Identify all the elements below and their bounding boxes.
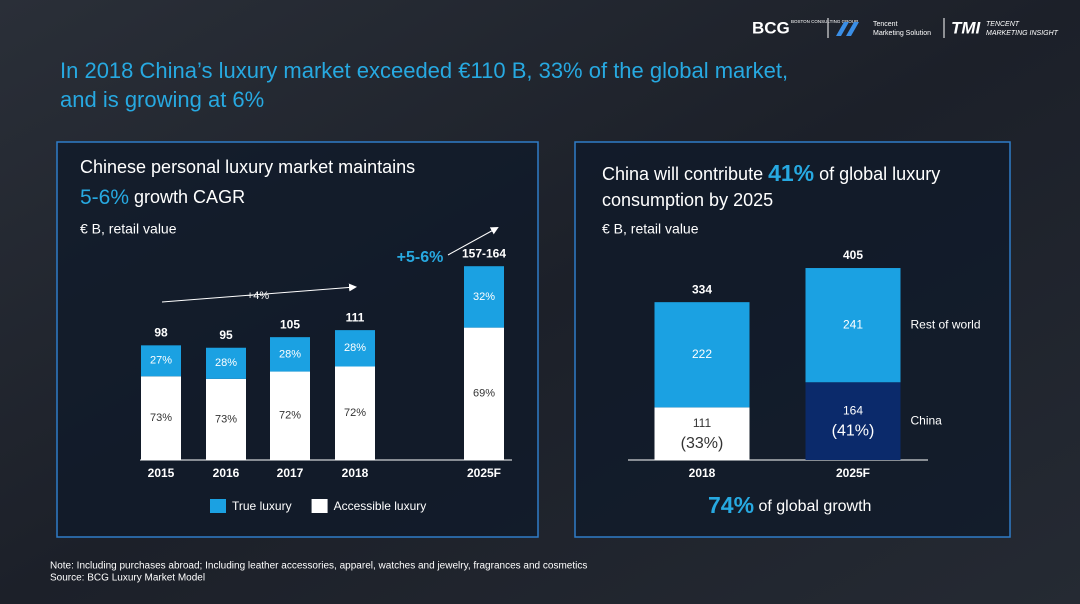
logo-tencent-icon [836, 22, 859, 36]
total-label: 157-164 [462, 246, 506, 260]
bar-segment [141, 345, 181, 377]
x-tick-label: 2025F [467, 466, 501, 480]
bar-segment [464, 266, 504, 328]
total-label: 95 [219, 328, 233, 342]
legend-swatch [210, 499, 226, 513]
value-label: 72% [344, 407, 366, 419]
bar-segment [141, 376, 181, 460]
highlight: 5-6% [80, 186, 129, 209]
x-tick-label: 2016 [213, 466, 240, 480]
series-label: Rest of world [911, 317, 981, 331]
value-label: 28% [215, 357, 237, 369]
chart-title-part: China will contribute [602, 164, 768, 184]
value-label: 32% [473, 291, 495, 303]
chart-title-part: of global luxury [814, 164, 940, 184]
bar-segment [335, 366, 375, 460]
highlight: 74% [708, 492, 754, 518]
total-label: 405 [843, 248, 863, 262]
highlight: 41% [768, 160, 814, 186]
panel [574, 141, 1011, 538]
chart-title: China will contribute 41% of global luxu… [602, 160, 940, 186]
x-tick-label: 2025F [836, 466, 870, 480]
x-tick-label: 2017 [277, 466, 304, 480]
value-label: 28% [344, 342, 366, 354]
chart-title: Chinese personal luxury market maintains [80, 157, 415, 177]
trend-arrow [447, 227, 499, 256]
value-label: 164 [843, 403, 863, 417]
legend-label: True luxury [232, 499, 292, 513]
note: Note: Including purchases abroad; Includ… [50, 561, 587, 572]
slide-title: and is growing at 6% [60, 87, 264, 112]
value-label: 111 [693, 416, 712, 430]
value-label: 72% [279, 410, 301, 422]
total-label: 105 [280, 317, 300, 331]
value-label: 73% [150, 412, 172, 424]
legend-label: Accessible luxury [334, 499, 427, 513]
trend-arrow [161, 283, 357, 303]
logo-tencent: Tencent [873, 21, 898, 28]
source: Source: BCG Luxury Market Model [50, 573, 205, 584]
annotation: +4% [247, 290, 270, 302]
bar-segment [464, 327, 504, 460]
value-label: 69% [473, 388, 495, 400]
x-tick-label: 2018 [689, 466, 716, 480]
chart-footer-part: of global growth [754, 498, 871, 515]
bar-segment [654, 302, 750, 408]
bar-segment [654, 407, 750, 460]
total-label: 334 [692, 282, 712, 296]
logo-bcg-sub: BOSTON CONSULTING GROUP [791, 19, 858, 24]
value-label: 27% [150, 355, 172, 367]
value-label: 28% [279, 348, 301, 360]
logo-tmi: TMI [951, 18, 982, 37]
bar-segment [270, 337, 310, 372]
bar-segment [805, 268, 901, 383]
chart-footer: 74% of global growth [708, 492, 871, 518]
slide-title: In 2018 China’s luxury market exceeded €… [60, 58, 788, 83]
legend-swatch [311, 499, 328, 513]
bar-segment [270, 371, 310, 460]
bar-segment [805, 382, 901, 460]
value-label: 73% [215, 413, 237, 425]
value-label: 222 [692, 347, 712, 361]
logo-tencent-sub: Marketing Solution [873, 30, 931, 37]
total-label: 98 [154, 326, 168, 340]
logo-bcg: BCG [752, 18, 790, 37]
share-label: (33%) [681, 435, 724, 452]
x-tick-label: 2015 [148, 466, 175, 480]
share-label: (41%) [832, 422, 875, 439]
bar-segment [206, 347, 246, 379]
total-label: 111 [346, 310, 365, 324]
series-label: China [911, 413, 943, 427]
bar-segment [206, 378, 246, 460]
chart-title-part: growth CAGR [129, 187, 245, 207]
x-tick-label: 2018 [342, 466, 369, 480]
chart-subtitle: € B, retail value [602, 221, 699, 237]
bar-segment [335, 330, 375, 367]
value-label: 241 [843, 317, 863, 331]
chart-title: consumption by 2025 [602, 190, 773, 210]
chart-title: 5-6% growth CAGR [80, 186, 245, 209]
logo-tmi-sub: MARKETING INSIGHT [986, 30, 1059, 37]
chart-subtitle: € B, retail value [80, 221, 177, 237]
annotation: +5-6% [397, 249, 444, 266]
logo-tmi-sub: TENCENT [986, 21, 1020, 28]
